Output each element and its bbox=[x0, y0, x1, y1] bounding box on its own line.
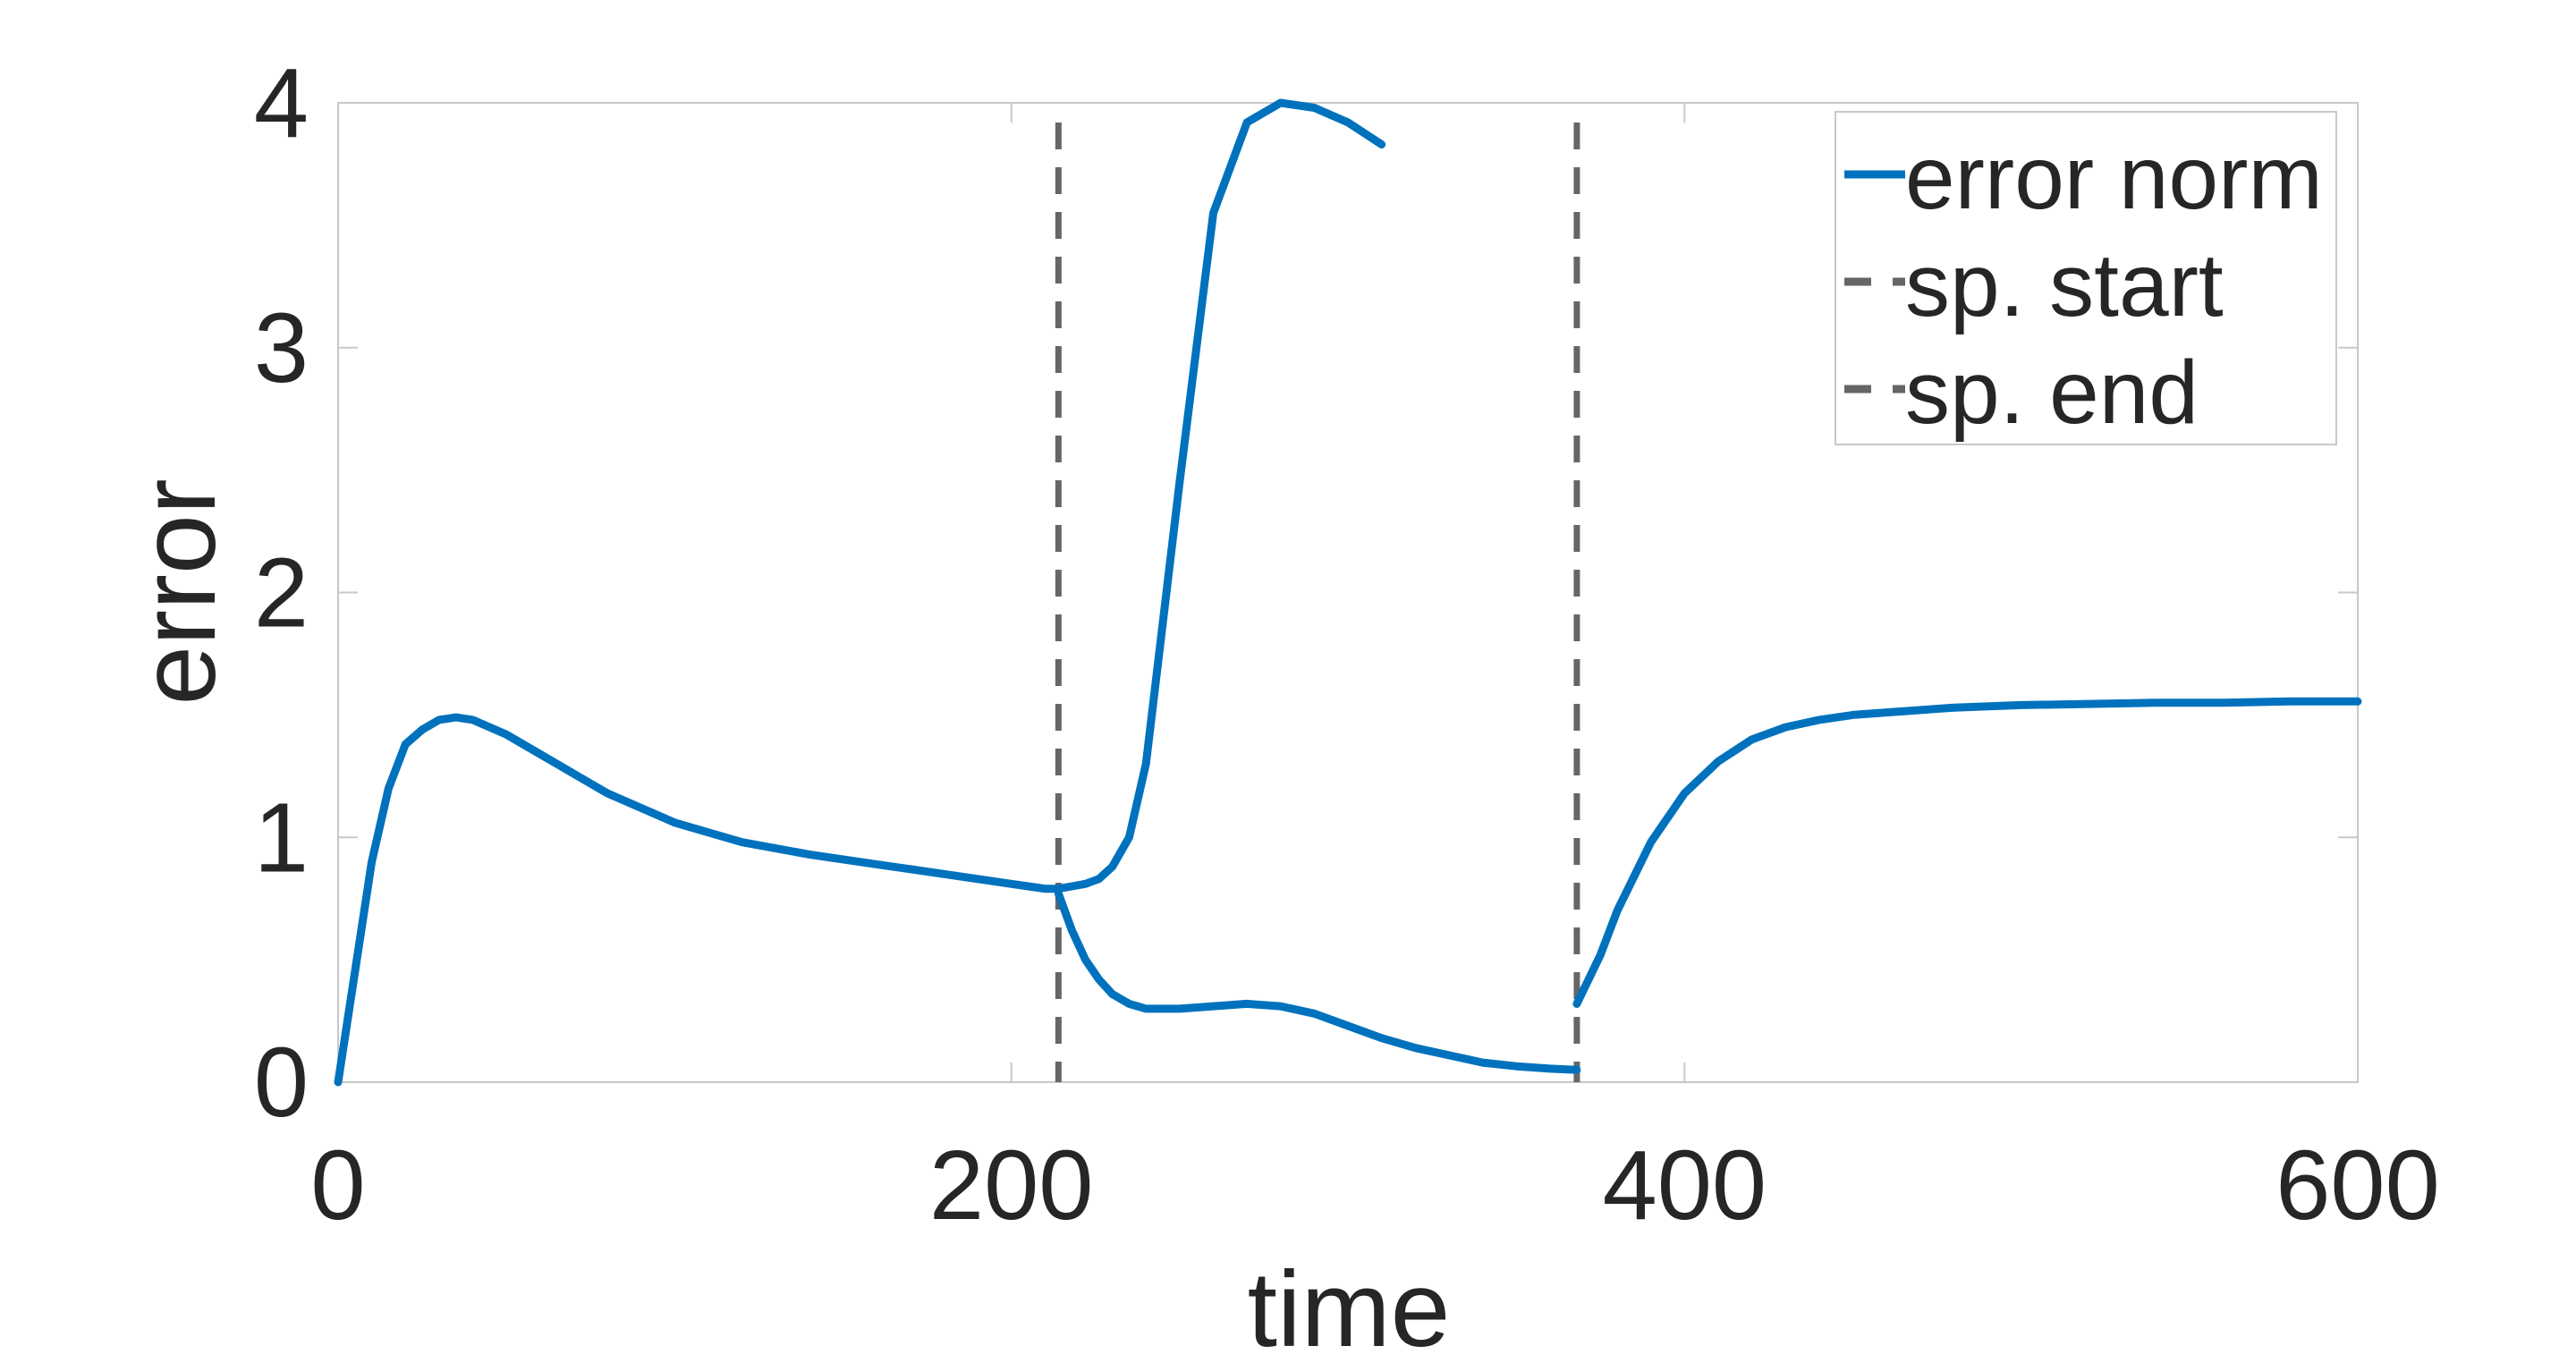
series-line-3 bbox=[1572, 697, 2362, 1008]
chart-lines bbox=[334, 98, 2362, 1087]
y-tick-label: 1 bbox=[254, 783, 309, 893]
y-tick-label: 4 bbox=[254, 48, 309, 158]
x-tick-label: 400 bbox=[1603, 1130, 1767, 1240]
y-axis-label: error bbox=[118, 478, 238, 705]
x-axis-label: time bbox=[1248, 1249, 1451, 1363]
legend-label: error norm bbox=[1905, 128, 2323, 228]
legend-box bbox=[1835, 111, 2337, 445]
x-axis-ticks: 0 200 400 600 bbox=[310, 103, 2440, 1240]
y-tick-label: 3 bbox=[254, 293, 309, 403]
y-axis-ticks: 0 1 2 3 4 bbox=[254, 48, 2358, 1138]
x-tick-label: 200 bbox=[929, 1130, 1094, 1240]
y-tick-label: 0 bbox=[254, 1028, 309, 1138]
x-tick-label: 0 bbox=[310, 1130, 365, 1240]
series-line-1 bbox=[334, 98, 1386, 1087]
x-tick-label: 600 bbox=[2275, 1130, 2440, 1240]
series-line-2 bbox=[1054, 889, 1581, 1074]
y-tick-label: 2 bbox=[254, 538, 309, 648]
legend-label: sp. end bbox=[1905, 343, 2199, 443]
legend-label: sp. start bbox=[1905, 235, 2224, 335]
